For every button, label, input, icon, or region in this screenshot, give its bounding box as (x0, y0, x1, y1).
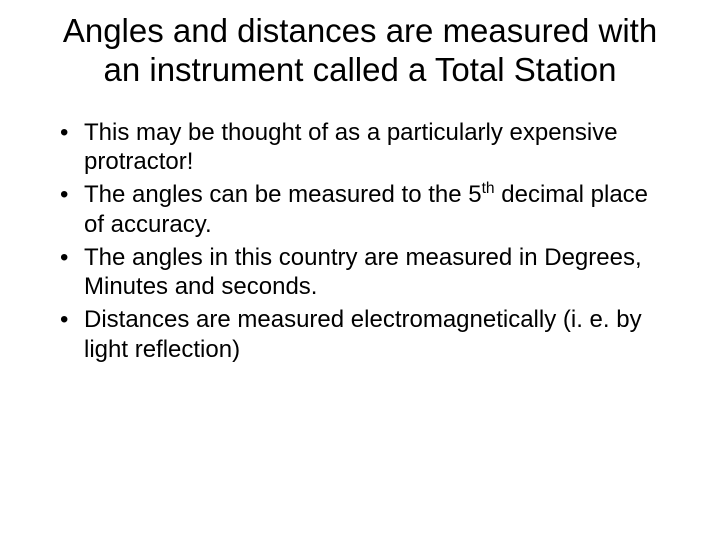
bullet-text-pre: The angles can be measured to the 5 (84, 181, 482, 208)
list-item: The angles can be measured to the 5th de… (60, 180, 670, 239)
slide-title: Angles and distances are measured with a… (40, 12, 680, 90)
list-item: The angles in this country are measured … (60, 243, 670, 302)
bullet-list: This may be thought of as a particularly… (40, 118, 680, 364)
bullet-text: The angles in this country are measured … (84, 244, 642, 300)
superscript: th (482, 180, 495, 197)
slide: Angles and distances are measured with a… (0, 0, 720, 540)
list-item: This may be thought of as a particularly… (60, 118, 670, 177)
bullet-text: This may be thought of as a particularly… (84, 119, 618, 175)
list-item: Distances are measured electromagnetical… (60, 305, 670, 364)
bullet-text: Distances are measured electromagnetical… (84, 306, 642, 362)
